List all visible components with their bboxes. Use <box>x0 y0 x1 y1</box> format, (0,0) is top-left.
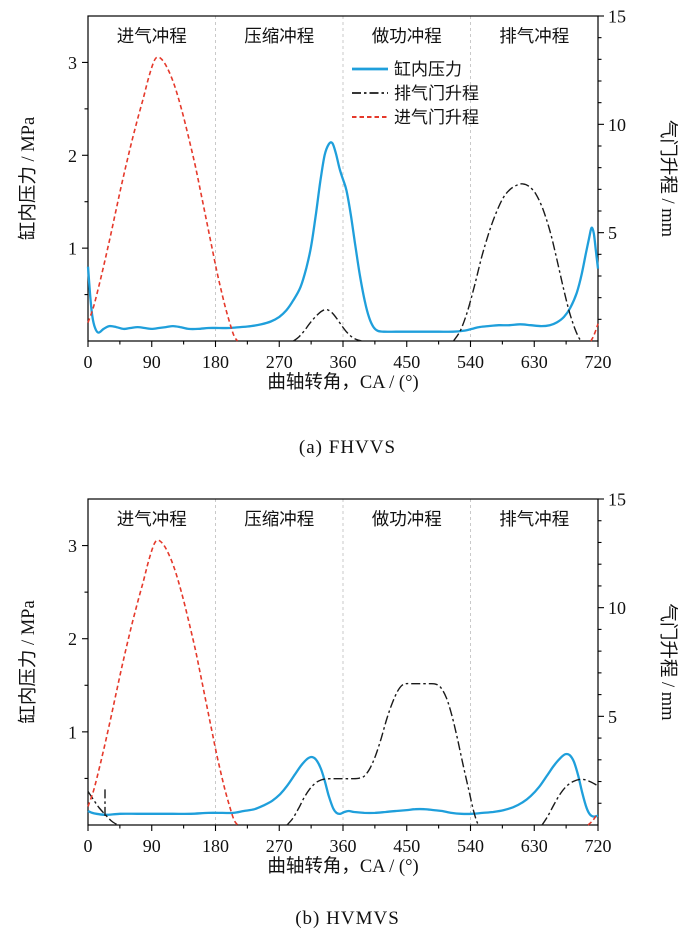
axis-ticks <box>82 15 604 347</box>
x-tick-label: 180 <box>202 836 229 856</box>
left-tick-labels: 1 2 3 <box>68 536 77 742</box>
x-tick-label: 630 <box>521 352 548 372</box>
x-tick-label: 0 <box>84 836 93 856</box>
left-tick-label: 1 <box>68 239 77 259</box>
series-intake_lift-path <box>587 813 599 826</box>
series-pressure <box>86 141 600 334</box>
stroke-label-4: 排气冲程 <box>499 26 569 46</box>
left-tick-label: 2 <box>68 629 77 649</box>
x-tick-label: 360 <box>330 352 357 372</box>
series-exhaust_lift-path <box>293 308 362 342</box>
series-pressure-path <box>87 752 599 818</box>
stroke-label-3: 做功冲程 <box>372 509 442 529</box>
right-tick-label: 10 <box>608 115 626 135</box>
stroke-label-4: 排气冲程 <box>499 509 569 529</box>
legend-label-intake_lift: 进气门升程 <box>394 108 479 127</box>
x-tick-label: 450 <box>393 352 420 372</box>
subplot-a: 0 90 180 270 360 450 540 630 720 1 2 3 5 10 15 进气冲程 压缩冲程… <box>0 0 695 470</box>
right-tick-label: 10 <box>608 598 626 618</box>
x-tick-label: 90 <box>143 352 161 372</box>
right-tick-labels: 5 10 15 <box>608 490 626 727</box>
x-axis-title: 曲轴转角，CA / (°) <box>267 856 418 877</box>
x-tick-label: 540 <box>457 352 484 372</box>
left-axis-title: 缸内压力 / MPa <box>17 117 39 240</box>
stroke-phase-labels: 进气冲程 压缩冲程 做功冲程 排气冲程 <box>117 26 570 46</box>
x-axis-title: 曲轴转角，CA / (°) <box>267 372 418 393</box>
right-axis-title: 气门升程 / mm <box>657 120 678 238</box>
series-exhaust_lift-path <box>452 183 583 342</box>
x-tick-label: 0 <box>84 352 93 372</box>
series-intake_lift <box>87 56 599 342</box>
series-exhaust_lift <box>87 682 599 826</box>
left-tick-labels: 1 2 3 <box>68 53 77 259</box>
stroke-label-1: 进气冲程 <box>117 26 187 46</box>
left-tick-label: 2 <box>68 146 77 166</box>
stroke-label-3: 做功冲程 <box>372 26 442 46</box>
stroke-label-2: 压缩冲程 <box>244 509 314 529</box>
x-tick-label: 270 <box>266 836 293 856</box>
stroke-label-2: 压缩冲程 <box>244 26 314 46</box>
series-exhaust_lift-path <box>87 790 119 826</box>
series-intake_lift-path <box>87 56 239 342</box>
left-axis-title: 缸内压力 / MPa <box>17 600 39 723</box>
x-tick-label: 360 <box>330 836 357 856</box>
right-tick-labels: 5 10 15 <box>608 7 626 244</box>
x-tick-label: 630 <box>521 836 548 856</box>
subplot-b: 0 90 180 270 360 450 540 630 720 1 2 3 5 10 15 进气冲程 压缩冲程… <box>0 470 695 941</box>
x-tick-label: 720 <box>585 352 612 372</box>
left-tick-label: 3 <box>68 536 77 556</box>
series-pressure <box>87 752 599 818</box>
series-intake_lift-path <box>87 539 239 826</box>
left-tick-label: 3 <box>68 53 77 73</box>
series-intake_lift-path <box>590 323 599 342</box>
axis-ticks <box>82 498 604 831</box>
x-tick-label: 180 <box>202 352 229 372</box>
caption-b: (b) HVMVS <box>295 907 400 929</box>
x-tick-label: 270 <box>266 352 293 372</box>
right-axis-title: 气门升程 / mm <box>657 603 678 721</box>
series-exhaust_lift-path <box>541 778 599 826</box>
x-tick-labels: 0 90 180 270 360 450 540 630 720 <box>84 352 612 372</box>
series-exhaust_lift <box>293 183 583 342</box>
stroke-phase-labels: 进气冲程 压缩冲程 做功冲程 排气冲程 <box>117 509 570 529</box>
right-tick-label: 5 <box>608 707 617 727</box>
legend-label-exhaust_lift: 排气门升程 <box>394 84 479 103</box>
chart-a-canvas: 0 90 180 270 360 450 540 630 720 1 2 3 5 10 15 进气冲程 压缩冲程… <box>17 7 678 394</box>
left-tick-label: 1 <box>68 722 77 742</box>
series-intake_lift <box>87 539 599 826</box>
x-tick-label: 90 <box>143 836 161 856</box>
chart-b-canvas: 0 90 180 270 360 450 540 630 720 1 2 3 5 10 15 进气冲程 压缩冲程… <box>17 490 678 878</box>
series-pressure-path <box>86 141 600 334</box>
stroke-boundary-gridlines <box>215 499 471 825</box>
legend-label-pressure: 缸内压力 <box>394 59 462 79</box>
right-tick-label: 5 <box>608 223 617 243</box>
right-tick-label: 15 <box>608 7 626 27</box>
right-tick-label: 15 <box>608 490 626 510</box>
caption-a: (a) FHVVS <box>298 436 397 458</box>
x-tick-label: 450 <box>393 836 420 856</box>
x-tick-labels: 0 90 180 270 360 450 540 630 720 <box>84 836 612 856</box>
stroke-label-1: 进气冲程 <box>117 509 187 529</box>
x-tick-label: 720 <box>585 836 612 856</box>
series-exhaust_lift-path <box>286 682 480 826</box>
x-tick-label: 540 <box>457 836 484 856</box>
